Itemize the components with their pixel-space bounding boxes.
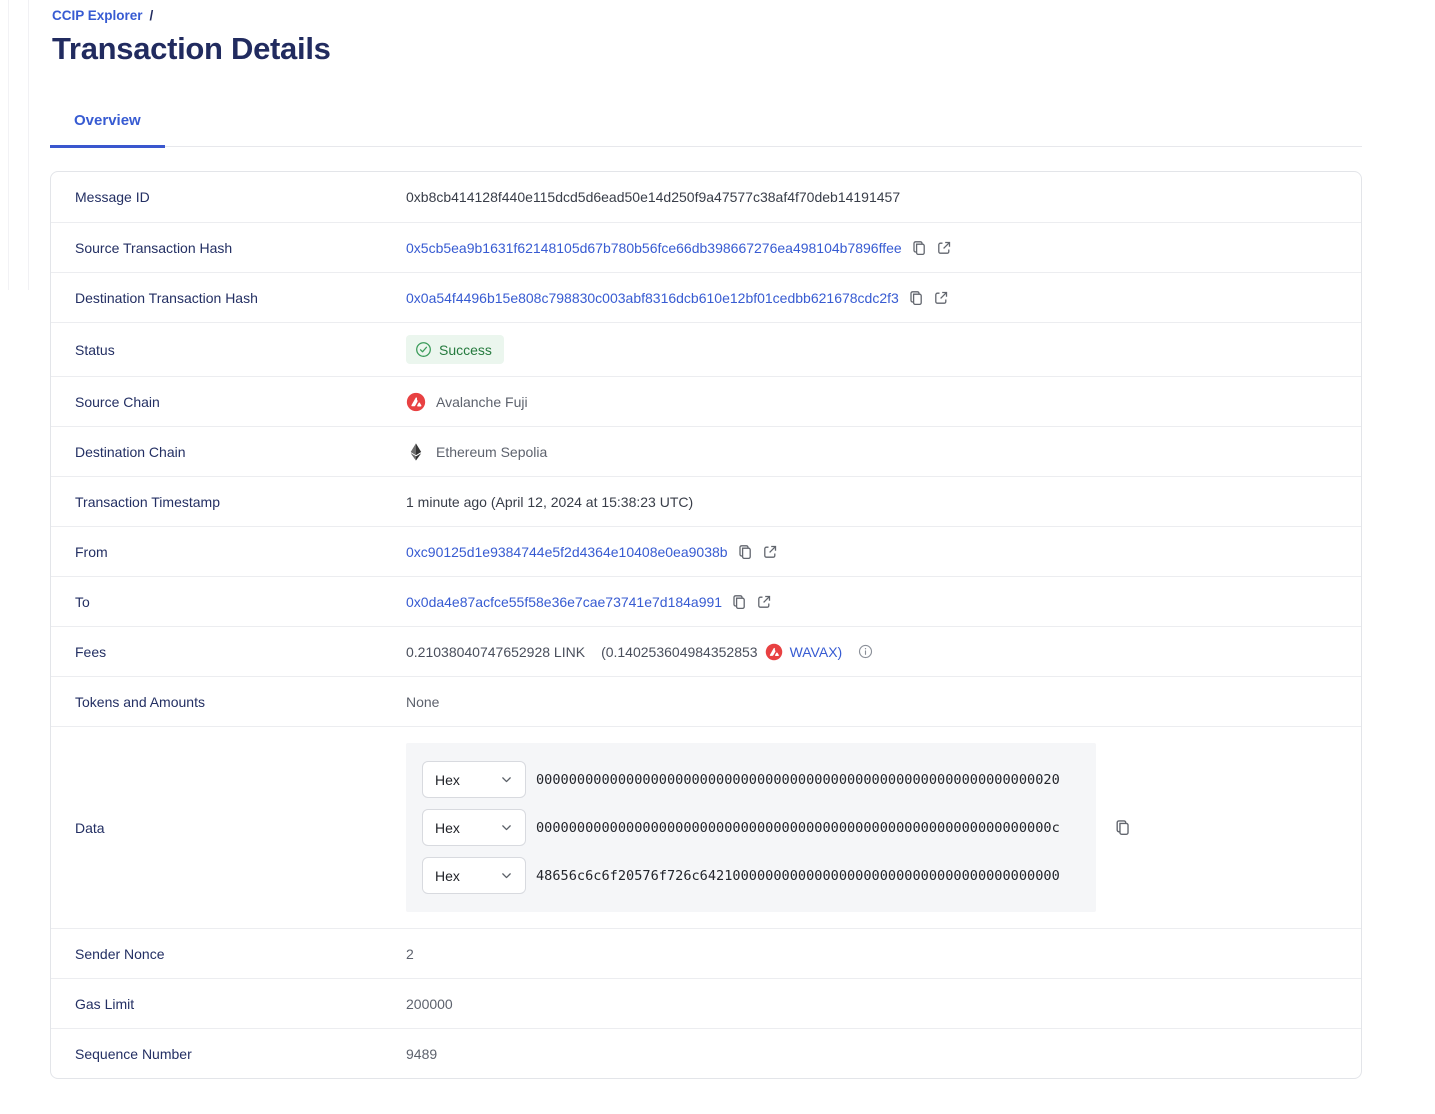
data-hex-value: 0000000000000000000000000000000000000000… bbox=[536, 771, 1060, 788]
page-title: Transaction Details bbox=[52, 31, 331, 66]
tab-overview[interactable]: Overview bbox=[50, 112, 165, 148]
to-address-link[interactable]: 0x0da4e87acfce55f58e36e7cae73741e7d184a9… bbox=[406, 593, 723, 610]
row-label: Destination Chain bbox=[75, 443, 186, 460]
row-label: Tokens and Amounts bbox=[75, 693, 205, 710]
row-label: Transaction Timestamp bbox=[75, 493, 220, 510]
breadcrumb: CCIP Explorer / bbox=[52, 8, 1435, 23]
row-destination-chain: Destination Chain Ethereum Sepolia bbox=[51, 426, 1361, 476]
copy-icon[interactable] bbox=[911, 240, 927, 256]
fee-amount: 0.21038040747652928 LINK bbox=[406, 643, 586, 660]
timestamp-value: 1 minute ago (April 12, 2024 at 15:38:23… bbox=[406, 493, 694, 510]
row-label: Destination Transaction Hash bbox=[75, 289, 258, 306]
row-label: Sender Nonce bbox=[75, 945, 165, 962]
data-hex-box: Hex 000000000000000000000000000000000000… bbox=[406, 743, 1096, 912]
row-label: Gas Limit bbox=[75, 995, 135, 1012]
gas-limit-value: 200000 bbox=[406, 995, 453, 1012]
check-circle-icon bbox=[415, 341, 432, 358]
row-destination-transaction-hash: Destination Transaction Hash 0x0a54f4496… bbox=[51, 272, 1361, 322]
row-label: Status bbox=[75, 341, 115, 358]
row-label: Message ID bbox=[75, 189, 150, 205]
data-format-select[interactable]: Hex bbox=[422, 761, 526, 798]
data-format-select[interactable]: Hex bbox=[422, 809, 526, 846]
sequence-number-value: 9489 bbox=[406, 1045, 438, 1062]
wavax-token-link[interactable]: WAVAX) bbox=[789, 643, 843, 660]
source-chain-name: Avalanche Fuji bbox=[436, 393, 528, 410]
status-badge-label: Success bbox=[439, 341, 492, 358]
data-hex-value: 48656c6c6f20576f726c64210000000000000000… bbox=[536, 867, 1060, 884]
ethereum-icon bbox=[406, 443, 426, 461]
row-label: From bbox=[75, 543, 108, 560]
external-link-icon[interactable] bbox=[756, 594, 772, 610]
data-line: Hex 48656c6c6f20576f726c6421000000000000… bbox=[422, 857, 1096, 894]
chevron-down-icon bbox=[500, 773, 513, 786]
info-icon[interactable] bbox=[858, 644, 873, 659]
copy-icon[interactable] bbox=[1114, 819, 1131, 836]
external-link-icon[interactable] bbox=[762, 544, 778, 560]
from-address-link[interactable]: 0xc90125d1e9384744e5f2d4364e10408e0ea903… bbox=[406, 543, 728, 560]
chevron-down-icon bbox=[500, 821, 513, 834]
avalanche-token-icon bbox=[765, 643, 783, 661]
row-label: Source Transaction Hash bbox=[75, 239, 233, 256]
message-id-value: 0xb8cb414128f440e115dcd5d6ead50e14d250f9… bbox=[406, 189, 901, 205]
row-sender-nonce: Sender Nonce 2 bbox=[51, 928, 1361, 978]
row-data: Data Hex 00000000000000000000000000000 bbox=[51, 726, 1361, 928]
avalanche-fuji-icon bbox=[406, 392, 426, 412]
row-label: Fees bbox=[75, 643, 107, 660]
external-link-icon[interactable] bbox=[936, 240, 952, 256]
data-format-select[interactable]: Hex bbox=[422, 857, 526, 894]
dest-tx-hash-link[interactable]: 0x0a54f4496b15e808c798830c003abf8316dcb6… bbox=[406, 289, 899, 306]
transaction-details-card: Message ID 0xb8cb414128f440e115dcd5d6ead… bbox=[50, 171, 1362, 1079]
row-label: Source Chain bbox=[75, 393, 160, 410]
tokens-value: None bbox=[406, 693, 440, 710]
row-label: Sequence Number bbox=[75, 1045, 192, 1062]
row-gas-limit: Gas Limit 200000 bbox=[51, 978, 1361, 1028]
row-fees: Fees 0.21038040747652928 LINK (0.1402536… bbox=[51, 626, 1361, 676]
row-source-chain: Source Chain Avalanche Fuji bbox=[51, 376, 1361, 426]
copy-icon[interactable] bbox=[737, 544, 753, 560]
row-sequence-number: Sequence Number 9489 bbox=[51, 1028, 1361, 1078]
data-line: Hex 000000000000000000000000000000000000… bbox=[422, 809, 1096, 846]
row-from: From 0xc90125d1e9384744e5f2d4364e10408e0… bbox=[51, 526, 1361, 576]
row-tokens-and-amounts: Tokens and Amounts None bbox=[51, 676, 1361, 726]
breadcrumb-link-ccip-explorer[interactable]: CCIP Explorer bbox=[52, 8, 143, 23]
data-line: Hex 000000000000000000000000000000000000… bbox=[422, 761, 1096, 798]
copy-icon[interactable] bbox=[908, 290, 924, 306]
data-hex-value: 0000000000000000000000000000000000000000… bbox=[536, 819, 1060, 836]
copy-icon[interactable] bbox=[731, 594, 747, 610]
row-to: To 0x0da4e87acfce55f58e36e7cae73741e7d18… bbox=[51, 576, 1361, 626]
sender-nonce-value: 2 bbox=[406, 945, 414, 962]
row-transaction-timestamp: Transaction Timestamp 1 minute ago (Apri… bbox=[51, 476, 1361, 526]
status-badge: Success bbox=[406, 335, 504, 364]
row-label: Data bbox=[75, 819, 105, 836]
breadcrumb-separator: / bbox=[149, 8, 154, 23]
source-tx-hash-link[interactable]: 0x5cb5ea9b1631f62148105d67b780b56fce66db… bbox=[406, 239, 902, 256]
row-message-id: Message ID 0xb8cb414128f440e115dcd5d6ead… bbox=[51, 172, 1361, 222]
chevron-down-icon bbox=[500, 869, 513, 882]
destination-chain-name: Ethereum Sepolia bbox=[436, 443, 548, 460]
fee-converted-amount: (0.140253604984352853 bbox=[601, 643, 758, 660]
row-source-transaction-hash: Source Transaction Hash 0x5cb5ea9b1631f6… bbox=[51, 222, 1361, 272]
row-label: To bbox=[75, 593, 90, 610]
external-link-icon[interactable] bbox=[933, 290, 949, 306]
row-status: Status Success bbox=[51, 322, 1361, 376]
tab-bar: Overview bbox=[50, 112, 1362, 148]
